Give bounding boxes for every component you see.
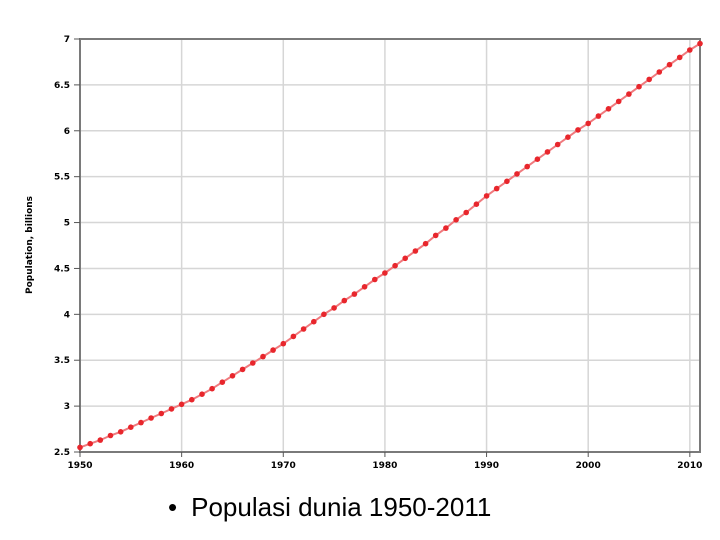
data-point [565, 134, 571, 140]
data-point [138, 419, 144, 426]
data-point [524, 163, 530, 170]
data-point [331, 305, 337, 311]
data-point [443, 225, 449, 231]
caption-text: Populasi dunia 1950-2011 [191, 492, 492, 522]
data-point [300, 326, 307, 332]
x-tick-label: 1950 [67, 461, 92, 471]
x-tick-label: 1960 [169, 461, 194, 471]
data-point [402, 255, 409, 262]
x-tick-label: 1970 [271, 461, 296, 471]
data-point [676, 54, 683, 61]
data-point [666, 61, 673, 68]
y-tick-label: 6 [64, 127, 70, 137]
data-point [432, 232, 439, 239]
population-chart: 2.5 3 3.5 4 4.5 5 5.5 6 6.5 7 1950 1960 1970 1980 199… [25, 35, 703, 471]
data-point [392, 262, 398, 269]
data-point [514, 171, 520, 177]
y-axis-ticks: 2.5 3 3.5 4 4.5 5 5.5 6 6.5 7 [54, 35, 80, 458]
data-point [158, 410, 165, 417]
data-point [453, 217, 459, 223]
y-axis-label: Population, billions [25, 196, 35, 294]
data-point [534, 156, 541, 162]
data-point [128, 424, 134, 431]
caption: • Populasi dunia 1950-2011 [168, 492, 491, 523]
data-point [544, 149, 551, 155]
data-point [178, 401, 185, 408]
data-point [483, 193, 490, 199]
data-point [585, 120, 591, 127]
data-point [656, 69, 663, 75]
data-point [260, 353, 266, 360]
data-point [148, 415, 154, 421]
data-point [493, 185, 500, 192]
data-point [168, 406, 175, 412]
y-tick-label: 5 [64, 219, 70, 229]
x-tick-label: 1990 [474, 461, 499, 471]
data-point [351, 291, 358, 297]
y-tick-label: 3 [64, 402, 70, 412]
data-point [575, 127, 581, 133]
data-point [311, 318, 317, 325]
data-point [270, 347, 276, 353]
data-series [77, 40, 703, 451]
data-point [87, 440, 93, 447]
data-point [321, 311, 327, 318]
x-tick-label: 2000 [576, 461, 601, 471]
data-point [687, 47, 693, 53]
y-tick-label: 6.5 [54, 81, 70, 91]
plot-frame [79, 38, 701, 453]
y-tick-label: 7 [64, 35, 70, 45]
x-tick-label: 1980 [372, 461, 397, 471]
y-tick-label: 3.5 [54, 356, 70, 366]
y-tick-label: 2.5 [54, 448, 70, 458]
caption-bullet: • [168, 492, 178, 522]
data-point [107, 432, 114, 439]
data-point [473, 201, 480, 207]
grid-lines [80, 39, 700, 452]
data-point [372, 276, 378, 283]
data-point [626, 91, 632, 97]
data-point [189, 396, 195, 403]
data-point [209, 385, 215, 392]
data-point [554, 141, 561, 148]
data-point [615, 98, 622, 105]
data-point [646, 76, 652, 83]
y-tick-label: 4 [64, 310, 70, 320]
y-tick-label: 4.5 [54, 264, 70, 274]
data-point [219, 379, 226, 386]
data-point [280, 340, 287, 347]
data-point [697, 40, 703, 47]
data-point [97, 437, 104, 443]
data-point [199, 391, 205, 398]
data-point [504, 178, 510, 185]
data-point [361, 284, 368, 290]
data-point [605, 106, 612, 112]
x-axis-ticks: 1950 1960 1970 1980 1990 2000 2010 [67, 452, 702, 471]
data-point [250, 360, 256, 366]
data-point [290, 333, 297, 340]
data-point [77, 444, 83, 451]
data-point [239, 366, 246, 373]
data-point [341, 297, 348, 304]
data-point [382, 270, 388, 276]
data-point [412, 248, 419, 254]
series-line [79, 42, 701, 449]
y-tick-label: 5.5 [54, 173, 70, 183]
data-point [117, 429, 124, 435]
data-point [229, 373, 236, 379]
data-point [463, 209, 470, 216]
data-point [636, 83, 642, 90]
data-point [422, 240, 429, 247]
x-tick-label: 2010 [677, 461, 702, 471]
data-point [595, 113, 602, 119]
